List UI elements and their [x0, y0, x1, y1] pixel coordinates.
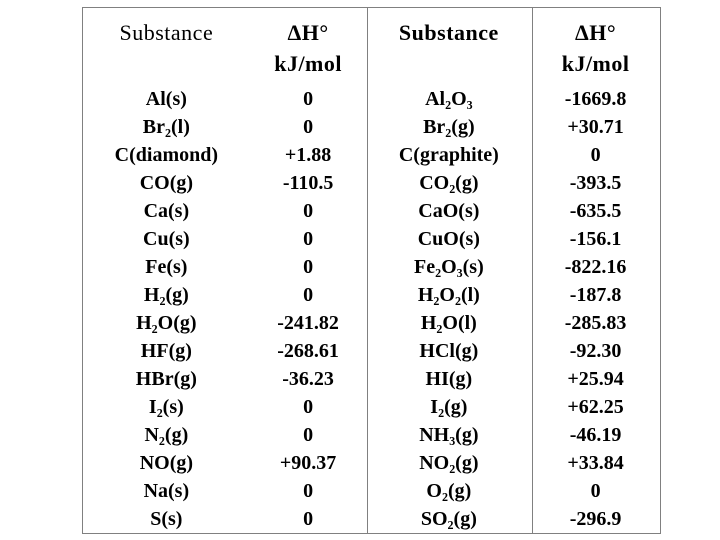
table-row: H₂(g) 0 H₂O₂(l) -187.8: [83, 282, 660, 310]
substance-cell: HI(g): [425, 367, 473, 390]
value-cell: -241.82: [277, 311, 339, 334]
value-cell: +1.88: [284, 144, 332, 167]
value-cell: -296.9: [569, 507, 622, 530]
value-cell: 0: [303, 228, 314, 251]
value-cell: 0: [303, 256, 314, 279]
value-cell: +90.37: [279, 451, 337, 474]
substance-header-right: Substance: [367, 8, 532, 86]
table-row: Ca(s) 0 CaO(s) -635.5: [83, 198, 660, 226]
value-cell: +33.84: [567, 451, 624, 474]
header-unit-label: kJ/mol: [274, 51, 342, 76]
substance-cell: Na(s): [143, 479, 190, 502]
table-row: N₂(g) 0 NH₃(g) -46.19: [83, 421, 660, 449]
substance-cell: I₂(g): [430, 395, 468, 418]
substance-cell: CO(g): [139, 172, 194, 195]
table-row: CO(g) -110.5 CO₂(g) -393.5: [83, 170, 660, 198]
value-cell: -110.5: [282, 172, 334, 195]
column-divider: [367, 8, 368, 533]
table-row: Cu(s) 0 CuO(s) -156.1: [83, 226, 660, 254]
value-cell: 0: [303, 88, 314, 111]
substance-cell: H₂O(l): [420, 311, 477, 334]
enthalpy-header-left: ΔH° kJ/mol: [250, 8, 367, 86]
substance-cell: Ca(s): [143, 200, 190, 223]
table-row: NO(g) +90.37 NO₂(g) +33.84: [83, 449, 660, 477]
value-cell: 0: [303, 116, 314, 139]
substance-header-left: Substance: [83, 8, 250, 86]
value-cell: -393.5: [569, 172, 622, 195]
value-cell: -156.1: [569, 228, 622, 251]
value-cell: -822.16: [564, 256, 627, 279]
substance-cell: NH₃(g): [419, 423, 479, 446]
substance-cell: HBr(g): [135, 367, 197, 390]
substance-cell: NO(g): [139, 451, 194, 474]
enthalpy-header-right: ΔH° kJ/mol: [531, 8, 660, 86]
value-cell: -46.19: [569, 423, 622, 446]
column-divider: [532, 8, 533, 533]
value-cell: +62.25: [567, 395, 624, 418]
substance-cell: H₂(g): [143, 284, 189, 307]
substance-cell: Fe(s): [145, 256, 188, 279]
table-row: Fe(s) 0 Fe₂O₃(s) -822.16: [83, 254, 660, 282]
substance-cell: Al₂O₃: [425, 88, 473, 111]
substance-cell: Cu(s): [143, 228, 190, 251]
substance-cell: HF(g): [140, 339, 192, 362]
header-label: Substance: [398, 20, 499, 45]
header-label: ΔH°: [575, 20, 617, 45]
substance-cell: H₂O(g): [136, 311, 197, 334]
substance-cell: N₂(g): [144, 423, 189, 446]
table-body: Al(s) 0 Al₂O₃ -1669.8 Br₂(l) 0 Br₂(g) +3…: [83, 86, 660, 533]
substance-cell: CO₂(g): [419, 172, 479, 195]
value-cell: 0: [590, 479, 601, 502]
table-row: H₂O(g) -241.82 H₂O(l) -285.83: [83, 310, 660, 338]
value-cell: +30.71: [567, 116, 624, 139]
substance-cell: C(graphite): [398, 144, 499, 167]
table-header-row: Substance ΔH° kJ/mol Substance ΔH° kJ/mo…: [83, 8, 660, 86]
value-cell: 0: [303, 200, 314, 223]
value-cell: -1669.8: [564, 88, 627, 111]
value-cell: -268.61: [277, 339, 339, 362]
value-cell: 0: [303, 284, 314, 307]
table-row: S(s) 0 SO₂(g) -296.9: [83, 505, 660, 533]
substance-cell: NO₂(g): [419, 451, 479, 474]
table-row: HBr(g) -36.23 HI(g) +25.94: [83, 365, 660, 393]
value-cell: 0: [303, 507, 314, 530]
value-cell: +25.94: [567, 367, 624, 390]
substance-cell: Br₂(l): [142, 116, 190, 139]
value-cell: 0: [303, 395, 314, 418]
substance-cell: S(s): [150, 507, 183, 530]
table-row: Br₂(l) 0 Br₂(g) +30.71: [83, 114, 660, 142]
value-cell: -187.8: [569, 284, 622, 307]
header-label: Substance: [119, 20, 214, 45]
value-cell: 0: [590, 144, 601, 167]
table-row: Na(s) 0 O₂(g) 0: [83, 477, 660, 505]
header-unit-label: kJ/mol: [561, 51, 630, 76]
value-cell: 0: [303, 423, 314, 446]
substance-cell: SO₂(g): [420, 507, 477, 530]
substance-cell: Al(s): [145, 88, 187, 111]
substance-cell: C(diamond): [114, 144, 219, 167]
substance-cell: CaO(s): [418, 200, 480, 223]
value-cell: -635.5: [569, 200, 622, 223]
substance-cell: H₂O₂(l): [417, 284, 480, 307]
table-row: HF(g) -268.61 HCl(g) -92.30: [83, 337, 660, 365]
substance-cell: HCl(g): [419, 339, 479, 362]
substance-cell: O₂(g): [426, 479, 472, 502]
value-cell: -36.23: [282, 367, 334, 390]
value-cell: -92.30: [569, 339, 622, 362]
enthalpy-table: Substance ΔH° kJ/mol Substance ΔH° kJ/mo…: [82, 7, 661, 534]
header-label: ΔH°: [287, 20, 329, 45]
table-row: C(diamond) +1.88 C(graphite) 0: [83, 142, 660, 170]
substance-cell: Fe₂O₃(s): [413, 256, 484, 279]
substance-cell: CuO(s): [417, 228, 480, 251]
value-cell: -285.83: [564, 311, 627, 334]
substance-cell: I₂(s): [148, 395, 184, 418]
value-cell: 0: [303, 479, 314, 502]
table-row: I₂(s) 0 I₂(g) +62.25: [83, 393, 660, 421]
substance-cell: Br₂(g): [423, 116, 475, 139]
table-row: Al(s) 0 Al₂O₃ -1669.8: [83, 86, 660, 114]
